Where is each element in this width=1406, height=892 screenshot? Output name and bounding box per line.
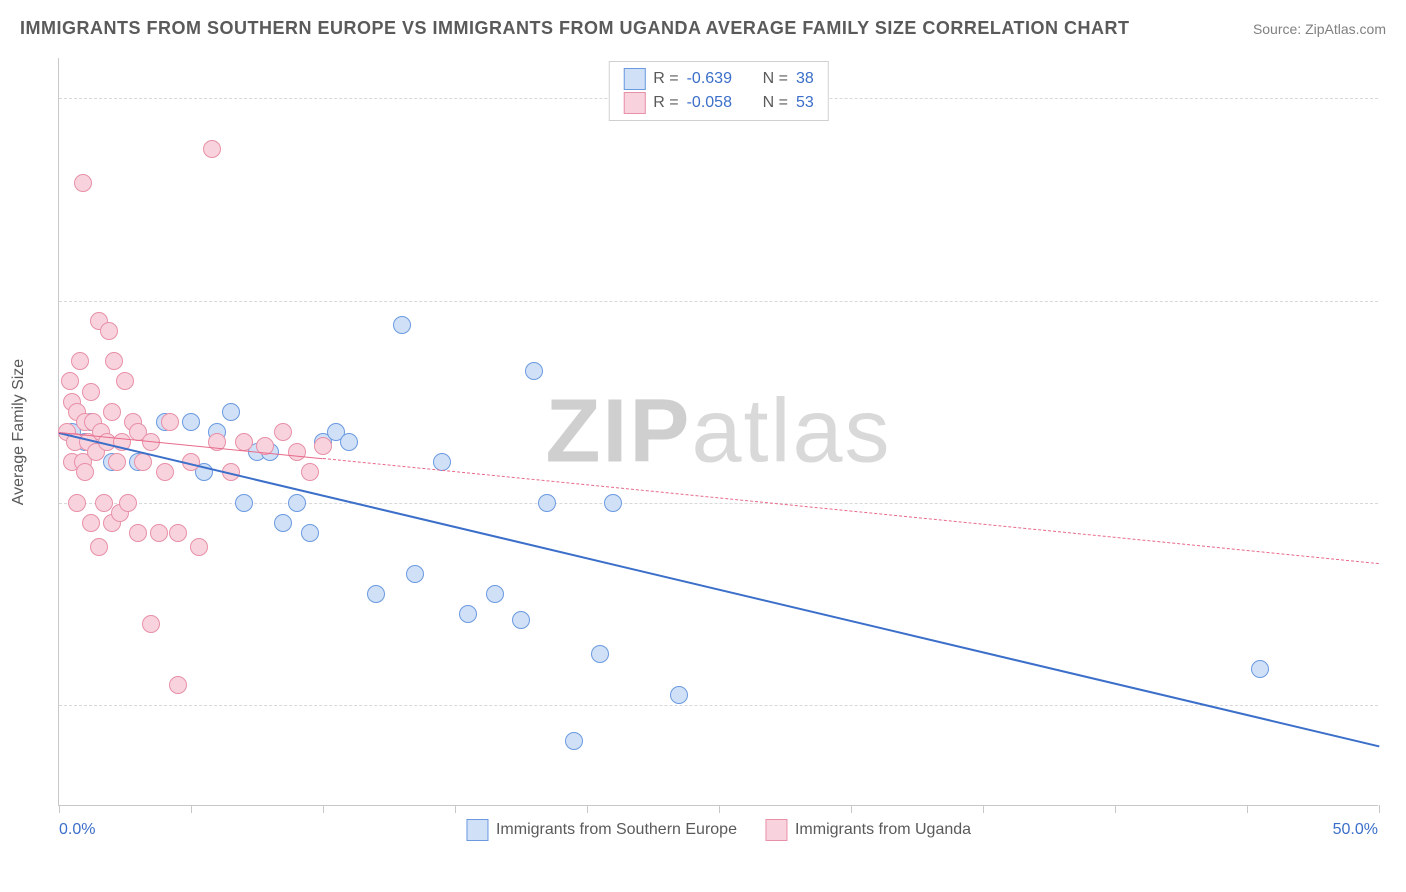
- legend-correlation: R = -0.639 N = 38 R = -0.058 N = 53: [608, 61, 828, 121]
- x-tick: [587, 805, 588, 813]
- legend-n-value: 38: [796, 70, 814, 88]
- southern_europe-trendline: [59, 432, 1379, 747]
- uganda-point: [129, 524, 147, 542]
- uganda-point: [169, 676, 187, 694]
- legend-swatch: [623, 92, 645, 114]
- legend-r-label: R =: [653, 94, 678, 112]
- uganda-point: [61, 372, 79, 390]
- southern_europe-point: [565, 732, 583, 750]
- uganda-point: [190, 538, 208, 556]
- southern_europe-point: [340, 433, 358, 451]
- southern_europe-point: [525, 362, 543, 380]
- legend-r-label: R =: [653, 70, 678, 88]
- southern_europe-point: [182, 413, 200, 431]
- southern_europe-point: [591, 645, 609, 663]
- legend-series-item: Immigrants from Uganda: [765, 819, 971, 841]
- uganda-point: [161, 413, 179, 431]
- uganda-point: [301, 463, 319, 481]
- plot-area: ZIPatlas Average Family Size R =-0.639N …: [58, 58, 1378, 806]
- x-tick: [851, 805, 852, 813]
- legend-swatch: [623, 68, 645, 90]
- x-tick: [455, 805, 456, 813]
- watermark: ZIPatlas: [545, 380, 891, 483]
- southern_europe-point: [406, 565, 424, 583]
- southern_europe-point: [274, 514, 292, 532]
- legend-series-label: Immigrants from Uganda: [795, 821, 971, 839]
- legend-swatch: [466, 819, 488, 841]
- x-tick: [323, 805, 324, 813]
- uganda-point: [274, 423, 292, 441]
- uganda-point: [71, 352, 89, 370]
- uganda-point: [119, 494, 137, 512]
- legend-row: R = -0.639 N = 38: [623, 68, 813, 90]
- gridline: [59, 301, 1378, 302]
- legend-row: R = -0.058 N = 53: [623, 92, 813, 114]
- uganda-point: [90, 538, 108, 556]
- watermark-light: atlas: [691, 381, 891, 481]
- x-tick: [1115, 805, 1116, 813]
- southern_europe-point: [393, 316, 411, 334]
- chart-title: IMMIGRANTS FROM SOUTHERN EUROPE VS IMMIG…: [20, 18, 1130, 39]
- legend-r-value: -0.639: [687, 70, 747, 88]
- legend-swatch: [765, 819, 787, 841]
- x-axis-min-label: 0.0%: [59, 821, 95, 839]
- southern_europe-point: [538, 494, 556, 512]
- uganda-point: [74, 174, 92, 192]
- uganda-point: [288, 443, 306, 461]
- source-label: Source: ZipAtlas.com: [1253, 21, 1386, 37]
- legend-n-label: N =: [763, 70, 788, 88]
- uganda-point: [100, 322, 118, 340]
- watermark-bold: ZIP: [545, 381, 691, 481]
- gridline: [59, 705, 1378, 706]
- uganda-point: [105, 352, 123, 370]
- legend-series: Immigrants from Southern Europe Immigrant…: [466, 819, 971, 841]
- uganda-point: [68, 494, 86, 512]
- uganda-point: [103, 403, 121, 421]
- x-tick: [719, 805, 720, 813]
- uganda-point: [235, 433, 253, 451]
- southern_europe-point: [222, 403, 240, 421]
- y-tick-label: 5.00: [1388, 89, 1406, 107]
- southern_europe-point: [301, 524, 319, 542]
- x-tick: [59, 805, 60, 813]
- uganda-point: [142, 615, 160, 633]
- uganda-point: [156, 463, 174, 481]
- uganda-point: [134, 453, 152, 471]
- southern_europe-point: [459, 605, 477, 623]
- southern_europe-point: [235, 494, 253, 512]
- y-axis-title: Average Family Size: [10, 358, 28, 504]
- x-tick: [983, 805, 984, 813]
- uganda-point: [203, 140, 221, 158]
- uganda-point: [314, 437, 332, 455]
- southern_europe-point: [670, 686, 688, 704]
- x-tick: [1379, 805, 1380, 813]
- legend-r-value: -0.058: [687, 94, 747, 112]
- gridline: [59, 503, 1378, 504]
- uganda-point: [150, 524, 168, 542]
- uganda-point: [76, 463, 94, 481]
- y-tick-label: 4.00: [1388, 292, 1406, 310]
- uganda-point: [169, 524, 187, 542]
- y-tick-label: 2.00: [1388, 696, 1406, 714]
- legend-n-label: N =: [763, 94, 788, 112]
- uganda-point: [82, 514, 100, 532]
- y-tick-label: 3.00: [1388, 494, 1406, 512]
- southern_europe-point: [604, 494, 622, 512]
- uganda-trendline: [323, 458, 1379, 564]
- legend-series-item: Immigrants from Southern Europe: [466, 819, 737, 841]
- legend-series-label: Immigrants from Southern Europe: [496, 821, 737, 839]
- southern_europe-point: [367, 585, 385, 603]
- x-axis-max-label: 50.0%: [1333, 821, 1378, 839]
- southern_europe-point: [1251, 660, 1269, 678]
- uganda-point: [82, 383, 100, 401]
- x-tick: [1247, 805, 1248, 813]
- southern_europe-point: [512, 611, 530, 629]
- legend-n-value: 53: [796, 94, 814, 112]
- x-tick: [191, 805, 192, 813]
- southern_europe-point: [288, 494, 306, 512]
- uganda-point: [116, 372, 134, 390]
- uganda-point: [108, 453, 126, 471]
- southern_europe-point: [486, 585, 504, 603]
